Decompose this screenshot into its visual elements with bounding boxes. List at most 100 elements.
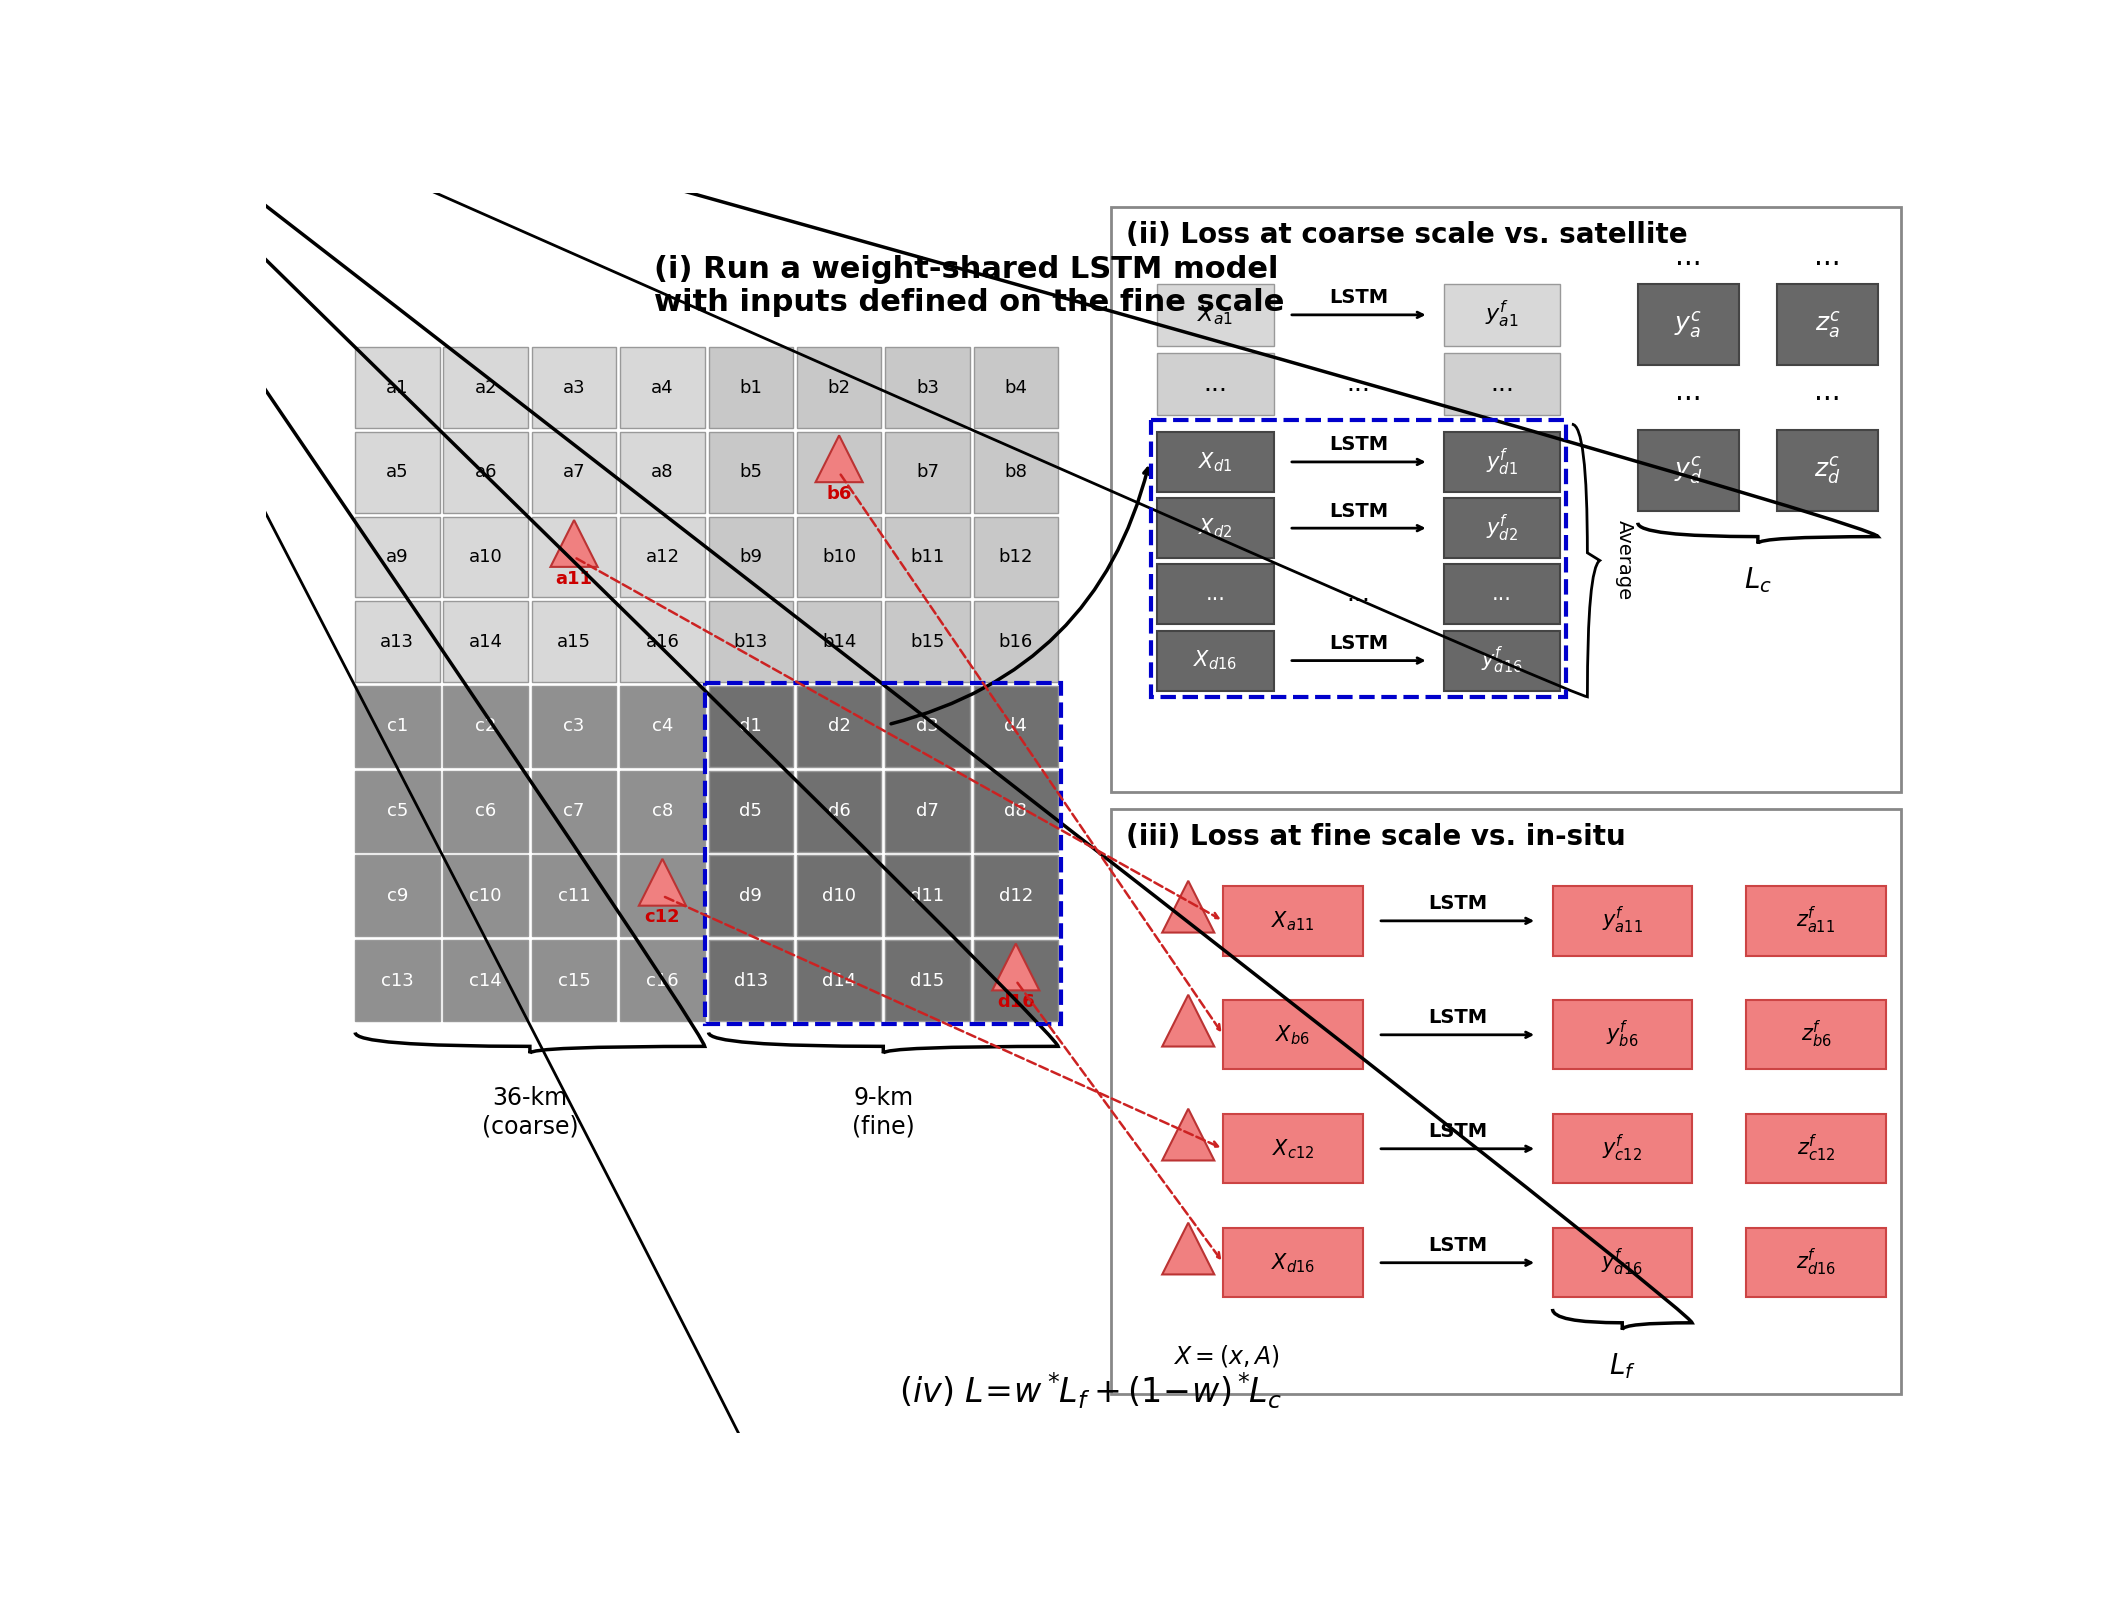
Text: c5: c5 — [387, 802, 409, 819]
Bar — [1747, 1228, 1885, 1298]
Bar — [355, 940, 440, 1021]
Polygon shape — [551, 520, 598, 567]
Bar — [975, 517, 1058, 597]
Bar — [443, 431, 528, 512]
Text: ...: ... — [1204, 584, 1226, 604]
Text: a10: a10 — [468, 547, 502, 567]
Text: b15: b15 — [911, 633, 945, 650]
Bar — [1158, 631, 1273, 691]
Text: b12: b12 — [998, 547, 1032, 567]
Text: b11: b11 — [911, 547, 945, 567]
Text: a4: a4 — [651, 378, 675, 396]
Text: $y^f_{b6}$: $y^f_{b6}$ — [1607, 1019, 1639, 1050]
Bar — [1158, 353, 1273, 415]
Text: ...: ... — [1675, 378, 1702, 406]
Text: b5: b5 — [738, 464, 762, 481]
Bar — [709, 940, 794, 1021]
Text: $z^c_a$: $z^c_a$ — [1815, 309, 1841, 340]
Bar — [796, 940, 881, 1021]
Text: ...: ... — [1815, 378, 1841, 406]
Text: b14: b14 — [821, 633, 855, 650]
Text: LSTM: LSTM — [1330, 288, 1387, 308]
Text: $X_{d16}$: $X_{d16}$ — [1194, 649, 1238, 673]
Text: 9-km
(fine): 9-km (fine) — [851, 1087, 915, 1138]
Text: c9: c9 — [387, 887, 409, 905]
Text: c1: c1 — [387, 718, 409, 736]
Bar — [885, 855, 970, 937]
Bar — [1639, 283, 1739, 365]
Text: $L_f$: $L_f$ — [1609, 1351, 1636, 1381]
Text: a1: a1 — [385, 378, 409, 396]
Bar — [532, 686, 617, 766]
Bar — [1111, 810, 1900, 1394]
Bar — [355, 431, 440, 512]
Text: $(iv)\ L\!=\!w^*\!L_f + (1\!-\!w)^*\!L_c$: $(iv)\ L\!=\!w^*\!L_f + (1\!-\!w)^*\!L_c… — [900, 1370, 1281, 1410]
Text: a15: a15 — [558, 633, 592, 650]
Bar — [709, 517, 794, 597]
Text: $y^c_a$: $y^c_a$ — [1675, 309, 1702, 340]
Text: $y^f_{d16}$: $y^f_{d16}$ — [1602, 1248, 1643, 1278]
Text: LSTM: LSTM — [1330, 502, 1387, 520]
Bar — [1158, 431, 1273, 493]
Text: c13: c13 — [381, 971, 413, 990]
Text: c3: c3 — [564, 718, 585, 736]
Text: a7: a7 — [562, 464, 585, 481]
Text: $X_{d16}$: $X_{d16}$ — [1270, 1251, 1315, 1275]
Bar — [796, 686, 881, 766]
Text: c6: c6 — [475, 802, 496, 819]
Text: Average: Average — [1615, 520, 1634, 601]
Bar — [1111, 208, 1900, 792]
Bar — [1445, 497, 1560, 559]
Text: b1: b1 — [738, 378, 762, 396]
Bar — [1553, 1114, 1692, 1183]
Text: (i) Run a weight-shared LSTM model
with inputs defined on the fine scale: (i) Run a weight-shared LSTM model with … — [653, 254, 1283, 317]
Text: d9: d9 — [738, 887, 762, 905]
Text: a11: a11 — [555, 570, 592, 588]
Text: b13: b13 — [734, 633, 768, 650]
Bar — [532, 940, 617, 1021]
Text: a8: a8 — [651, 464, 675, 481]
Text: a6: a6 — [475, 464, 498, 481]
Text: $X_{a1}$: $X_{a1}$ — [1198, 303, 1234, 327]
Bar — [885, 601, 970, 683]
Bar — [532, 348, 617, 428]
Text: d15: d15 — [911, 971, 945, 990]
Bar — [704, 683, 1062, 1024]
Bar — [619, 940, 704, 1021]
Bar — [1445, 431, 1560, 493]
Polygon shape — [1162, 1109, 1215, 1161]
Text: a16: a16 — [645, 633, 679, 650]
Bar — [355, 348, 440, 428]
Bar — [443, 517, 528, 597]
Bar — [1639, 430, 1739, 512]
Bar — [1747, 886, 1885, 955]
Text: a5: a5 — [385, 464, 409, 481]
Text: c4: c4 — [651, 718, 672, 736]
Text: d10: d10 — [821, 887, 855, 905]
Bar — [796, 517, 881, 597]
Text: c2: c2 — [475, 718, 496, 736]
Bar — [355, 771, 440, 852]
Polygon shape — [638, 858, 685, 906]
Text: d13: d13 — [734, 971, 768, 990]
Bar — [885, 940, 970, 1021]
Bar — [1158, 497, 1273, 559]
Text: $X_{d2}$: $X_{d2}$ — [1198, 517, 1232, 539]
Bar — [885, 771, 970, 852]
Text: d6: d6 — [828, 802, 851, 819]
Text: (iii) Loss at fine scale vs. in-situ: (iii) Loss at fine scale vs. in-situ — [1126, 823, 1626, 852]
Text: d2: d2 — [828, 718, 851, 736]
Text: $z^f_{c12}$: $z^f_{c12}$ — [1796, 1133, 1834, 1164]
Text: b6: b6 — [826, 485, 851, 502]
Text: a9: a9 — [385, 547, 409, 567]
Text: LSTM: LSTM — [1428, 1122, 1487, 1141]
Text: $z^f_{d16}$: $z^f_{d16}$ — [1796, 1248, 1836, 1278]
Text: d16: d16 — [996, 993, 1034, 1011]
Text: ...: ... — [1202, 372, 1228, 396]
Bar — [532, 517, 617, 597]
Bar — [619, 771, 704, 852]
Text: $z^c_d$: $z^c_d$ — [1815, 456, 1841, 486]
Bar — [1747, 1000, 1885, 1069]
Text: b8: b8 — [1004, 464, 1028, 481]
Bar — [619, 348, 704, 428]
